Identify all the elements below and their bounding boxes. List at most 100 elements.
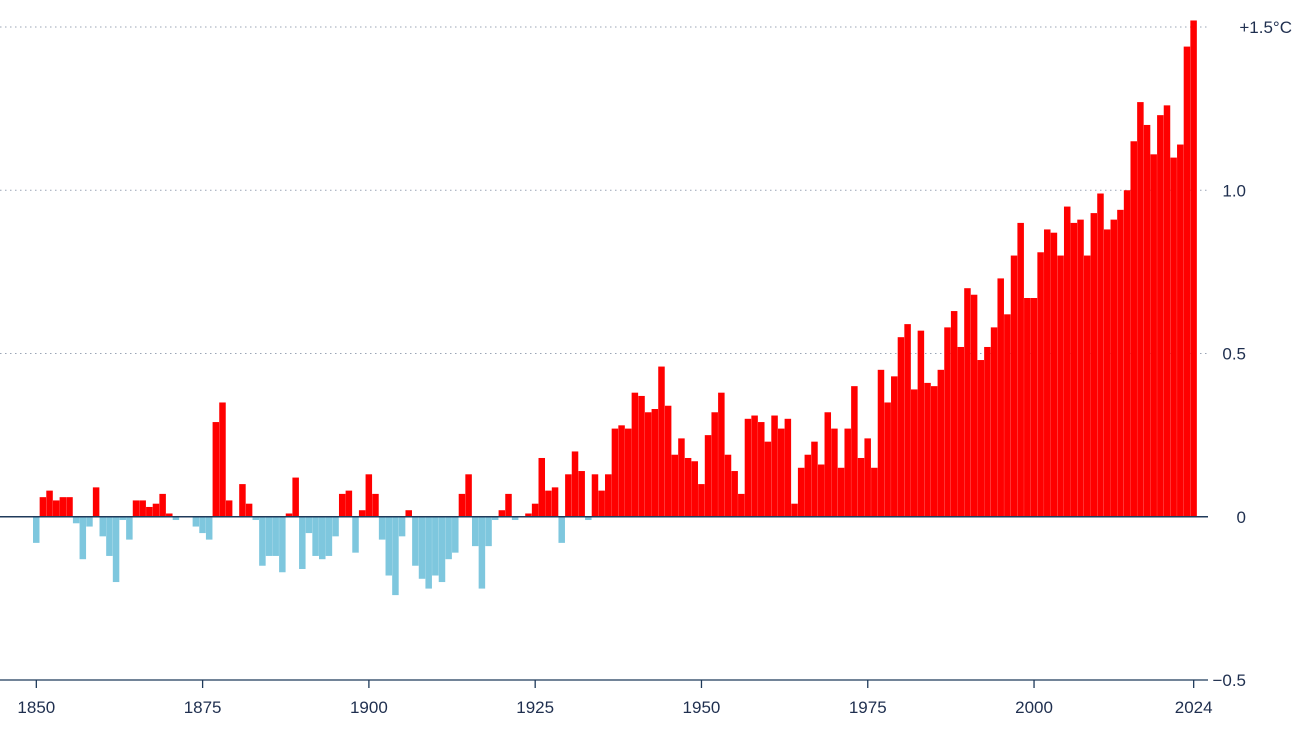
bar-1929 <box>558 516 565 543</box>
bar-2018 <box>1150 154 1157 517</box>
bar-2021 <box>1170 157 1177 517</box>
bar-1979 <box>891 376 898 517</box>
bar-1969 <box>824 412 832 517</box>
bar-1975 <box>864 438 871 517</box>
bar-1939 <box>624 428 632 517</box>
bar-1892 <box>312 516 319 556</box>
bar-2000 <box>1030 298 1038 517</box>
x-tick-label-1: 1875 <box>184 698 222 717</box>
bar-1919 <box>491 516 499 521</box>
bar-1855 <box>66 497 73 517</box>
bar-2012 <box>1110 219 1118 517</box>
bar-1987 <box>944 327 951 517</box>
bar-2008 <box>1083 255 1091 517</box>
bar-1949 <box>691 461 698 517</box>
bar-1900 <box>365 474 373 517</box>
bar-1972 <box>844 428 851 517</box>
bar-2007 <box>1077 219 1084 517</box>
bar-1964 <box>791 503 798 517</box>
y-tick-label-3: 0 <box>1237 508 1246 527</box>
bar-1945 <box>664 405 672 517</box>
x-tick-label-3: 1925 <box>516 698 554 717</box>
bar-1936 <box>605 474 612 517</box>
bar-1871 <box>172 516 180 521</box>
x-tick-label-2: 1900 <box>350 698 388 717</box>
bar-1930 <box>565 474 572 517</box>
bar-1967 <box>811 441 818 517</box>
bar-1865 <box>132 500 140 517</box>
bar-1903 <box>385 516 393 576</box>
bar-1988 <box>950 311 958 517</box>
bar-1908 <box>418 516 426 579</box>
bar-1861 <box>106 516 113 556</box>
bar-1906 <box>405 510 412 517</box>
bar-1862 <box>112 516 120 583</box>
bar-1860 <box>99 516 107 537</box>
bar-2010 <box>1097 193 1104 517</box>
bar-1935 <box>598 490 605 517</box>
bar-1876 <box>205 516 213 540</box>
bar-1976 <box>871 467 878 517</box>
bar-1905 <box>398 516 406 537</box>
bar-1896 <box>338 493 346 517</box>
bar-1878 <box>219 402 226 517</box>
bar-1895 <box>332 516 339 537</box>
y-tick-label-1: 1.0 <box>1222 181 1246 200</box>
bar-1970 <box>831 428 838 517</box>
bar-1998 <box>1017 222 1024 517</box>
y-tick-label-4: −0.5 <box>1212 671 1246 690</box>
bar-1990 <box>964 288 971 517</box>
bar-1947 <box>678 438 685 517</box>
bar-1942 <box>644 412 652 517</box>
bar-1940 <box>631 392 639 517</box>
bar-1907 <box>412 516 419 566</box>
bar-1852 <box>46 490 53 517</box>
bar-1952 <box>711 412 718 517</box>
bar-1870 <box>166 513 173 517</box>
bar-1881 <box>239 484 246 517</box>
bar-1981 <box>904 324 911 517</box>
bar-2023 <box>1183 46 1191 517</box>
bar-2003 <box>1050 232 1058 517</box>
bar-2017 <box>1143 124 1151 517</box>
bar-1926 <box>538 457 546 517</box>
bar-1950 <box>698 484 705 517</box>
bar-1915 <box>465 474 472 517</box>
bar-1955 <box>731 471 738 517</box>
bar-1890 <box>299 516 306 569</box>
bar-1866 <box>139 500 146 517</box>
bar-1891 <box>305 516 313 534</box>
bar-1868 <box>152 503 160 517</box>
bar-2001 <box>1037 252 1044 517</box>
bar-1927 <box>545 490 552 517</box>
bar-2013 <box>1117 209 1124 517</box>
bar-2020 <box>1163 105 1171 517</box>
bar-1931 <box>571 451 579 517</box>
bar-2004 <box>1057 255 1064 517</box>
bar-1986 <box>937 369 945 517</box>
bar-2022 <box>1177 144 1184 517</box>
bar-1983 <box>917 330 925 517</box>
bar-1885 <box>265 516 273 556</box>
bar-1874 <box>192 516 200 527</box>
bar-1917 <box>478 516 486 589</box>
bar-1898 <box>352 516 359 553</box>
bar-1922 <box>511 516 519 521</box>
bar-1968 <box>817 464 825 517</box>
bar-2002 <box>1044 229 1051 517</box>
bar-1957 <box>744 418 752 517</box>
x-tick-label-4: 1950 <box>683 698 721 717</box>
bar-1974 <box>857 457 865 517</box>
bar-1899 <box>358 510 366 517</box>
bar-1854 <box>59 497 67 517</box>
bar-1938 <box>618 425 625 517</box>
bar-1886 <box>272 516 279 556</box>
bar-1943 <box>651 409 659 517</box>
bar-2014 <box>1123 190 1131 517</box>
bar-1901 <box>372 493 379 517</box>
bar-1911 <box>438 516 446 583</box>
bar-1920 <box>498 510 506 517</box>
x-tick-label-6: 2000 <box>1015 698 1053 717</box>
bar-1959 <box>758 422 765 517</box>
bar-1996 <box>1004 314 1011 517</box>
